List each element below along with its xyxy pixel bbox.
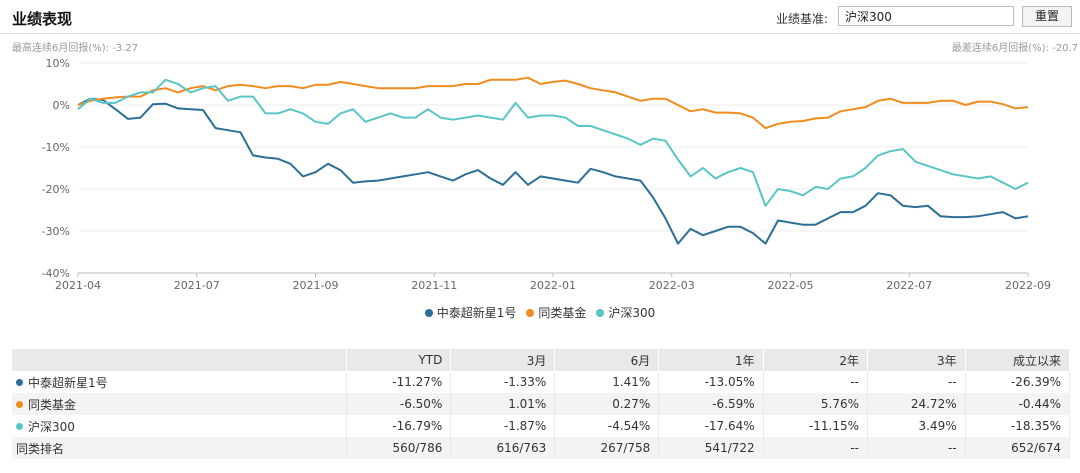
page-title: 业绩表现 xyxy=(12,10,73,28)
column-header xyxy=(12,349,347,371)
y-tick-label: -40% xyxy=(42,267,70,280)
x-tick-label: 2021-07 xyxy=(174,279,220,292)
table-cell: -6.50% xyxy=(346,393,452,415)
row-name-cell: 同类排名 xyxy=(12,437,347,459)
table-cell: -- xyxy=(867,371,966,393)
table-cell: -16.79% xyxy=(346,415,452,437)
legend-item[interactable]: 沪深300 xyxy=(596,304,655,321)
row-marker-icon xyxy=(16,378,23,386)
table-cell: 560/786 xyxy=(346,437,452,459)
x-tick-label: 2021-09 xyxy=(293,279,339,292)
row-name: 中泰超新星1号 xyxy=(28,375,108,390)
y-tick-label: 0% xyxy=(53,99,70,112)
x-tick-label: 2021-11 xyxy=(411,279,457,292)
table-row: 中泰超新星1号 -11.27% -1.33% 1.41% -13.05% -- -- -26.… xyxy=(12,371,1071,393)
reset-button[interactable]: 重置 xyxy=(1022,6,1072,27)
table-cell: -6.59% xyxy=(658,393,764,415)
row-marker-icon xyxy=(16,422,23,430)
row-name: 同类基金 xyxy=(28,397,77,412)
legend-marker-icon xyxy=(596,308,605,317)
x-tick-label: 2022-03 xyxy=(649,279,695,292)
table-cell: -18.35% xyxy=(965,415,1071,437)
legend-item[interactable]: 同类基金 xyxy=(526,304,586,321)
header: 业绩表现 业绩基准: 沪深300 重置 xyxy=(0,0,1080,34)
row-name-cell: 沪深300 xyxy=(12,415,347,437)
x-tick-label: 2022-09 xyxy=(1005,279,1051,292)
row-name-cell: 中泰超新星1号 xyxy=(12,371,347,393)
table-cell: -0.44% xyxy=(965,393,1071,415)
y-tick-label: -30% xyxy=(42,225,70,238)
x-tick-label: 2022-07 xyxy=(886,279,932,292)
benchmark-label: 业绩基准: xyxy=(776,12,829,26)
table-cell: -26.39% xyxy=(965,371,1071,393)
table-cell: 541/722 xyxy=(658,437,764,459)
table-cell: 1.01% xyxy=(450,393,556,415)
column-header: YTD xyxy=(346,349,452,371)
row-marker-icon xyxy=(16,400,23,408)
column-header: 6月 xyxy=(554,349,660,371)
series-line-2 xyxy=(77,78,1029,207)
series-line-0 xyxy=(77,97,1029,245)
performance-line-chart: 10% 0% -10% -20% -30% -40%2021-04 2021-07 2021-… xyxy=(42,57,1051,292)
table-cell: -1.87% xyxy=(450,415,556,437)
chart-legend: 中泰超新星1号 同类基金 沪深300 xyxy=(0,304,1080,321)
x-tick-label: 2022-01 xyxy=(530,279,576,292)
table-cell: 1.41% xyxy=(554,371,660,393)
legend-item[interactable]: 中泰超新星1号 xyxy=(424,304,517,321)
table-cell: -4.54% xyxy=(554,415,660,437)
column-header: 1年 xyxy=(658,349,764,371)
table-cell: 0.27% xyxy=(554,393,660,415)
table-row: 同类基金 -6.50% 1.01% 0.27% -6.59% 5.76% 24.72% -0.… xyxy=(12,393,1071,415)
legend-label: 同类基金 xyxy=(538,306,587,320)
table-cell: -- xyxy=(763,437,869,459)
table-cell: 652/674 xyxy=(965,437,1071,459)
table-row: 沪深300 -16.79% -1.87% -4.54% -17.64% -11.15% 3.… xyxy=(12,415,1071,437)
column-header: 2年 xyxy=(763,349,869,371)
legend-marker-icon xyxy=(424,308,433,317)
table-cell: 24.72% xyxy=(867,393,966,415)
table-cell: 616/763 xyxy=(450,437,556,459)
table-cell: -17.64% xyxy=(658,415,764,437)
table-cell: 267/758 xyxy=(554,437,660,459)
legend-marker-icon xyxy=(526,308,535,317)
y-tick-label: -20% xyxy=(42,183,70,196)
table-cell: 5.76% xyxy=(763,393,869,415)
table-cell: -13.05% xyxy=(658,371,764,393)
column-header: 3月 xyxy=(450,349,556,371)
series-line-1 xyxy=(77,76,1029,130)
table-cell: -- xyxy=(763,371,869,393)
best-6m-return-note: 最高连续6月回报(%): -3.27 xyxy=(12,43,139,54)
table-cell: -1.33% xyxy=(450,371,556,393)
benchmark-input[interactable]: 沪深300 xyxy=(838,6,1014,26)
legend-label: 中泰超新星1号 xyxy=(436,306,517,320)
table-cell: -11.15% xyxy=(763,415,869,437)
row-name-cell: 同类基金 xyxy=(12,393,347,415)
header-divider xyxy=(0,33,1080,34)
table-cell: 3.49% xyxy=(867,415,966,437)
y-tick-label: 10% xyxy=(46,57,70,70)
row-name: 同类排名 xyxy=(16,441,65,456)
column-header: 3年 xyxy=(867,349,966,371)
row-name: 沪深300 xyxy=(28,419,75,434)
table-cell: -- xyxy=(867,437,966,459)
table-cell: -11.27% xyxy=(346,371,452,393)
worst-6m-return-note: 最差连续6月回报(%): -20.7 xyxy=(951,43,1078,54)
legend-label: 沪深300 xyxy=(608,306,656,320)
column-header: 成立以来 xyxy=(965,349,1071,371)
x-tick-label: 2022-05 xyxy=(768,279,814,292)
performance-table: YTD 3月 6月 1年 2年 3年 成立以来 中泰超新星1号 -11.27% -1.33% 1.… xyxy=(12,349,1071,459)
y-tick-label: -10% xyxy=(42,141,70,154)
table-row: 同类排名 560/786 616/763 267/758 541/722 -- -- 652/… xyxy=(12,437,1071,459)
x-tick-label: 2021-04 xyxy=(55,279,101,292)
